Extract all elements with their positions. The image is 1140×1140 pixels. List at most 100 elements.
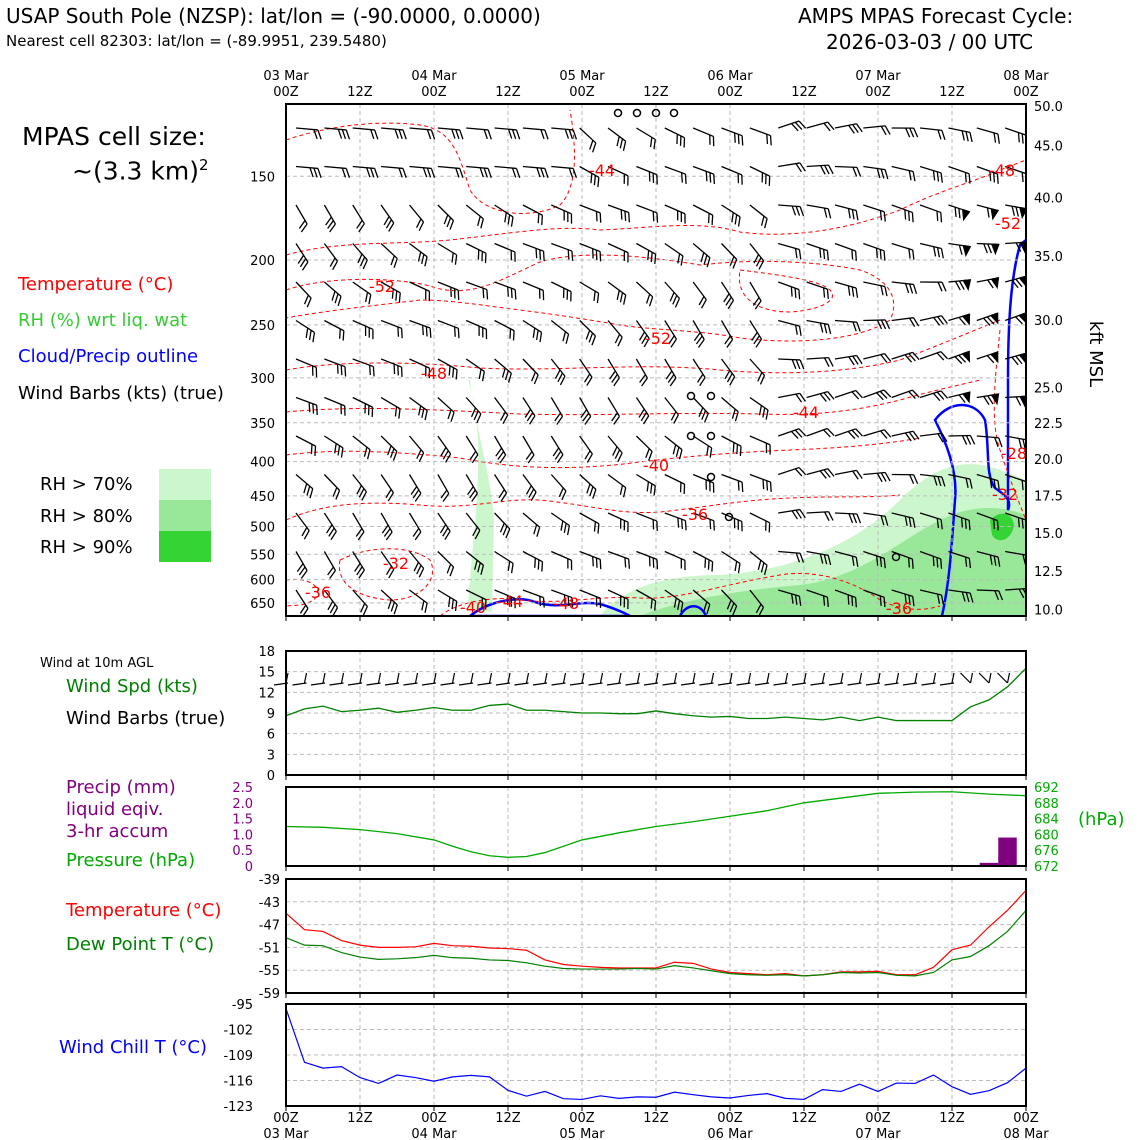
wind-barb-104-feather bbox=[306, 297, 312, 308]
wind-barb-90-feather bbox=[654, 254, 657, 265]
wind-barb-321-feather bbox=[567, 596, 570, 607]
top-date-10: 08 Mar bbox=[1003, 69, 1049, 84]
wind-barb-130-feather bbox=[308, 330, 312, 341]
wind-barb-336 bbox=[976, 589, 1004, 601]
wind-barb-60-feather bbox=[537, 213, 540, 224]
wind-barb-98 bbox=[863, 242, 886, 261]
wind-barb-225-feather bbox=[794, 429, 803, 438]
wind-barb-79 bbox=[323, 243, 339, 271]
ytick-temp-3: -51 bbox=[259, 941, 280, 956]
wind-barb-200-feather bbox=[827, 391, 835, 400]
wind-barb-211-feather bbox=[389, 448, 395, 459]
wind-barb-227-feather bbox=[851, 429, 860, 438]
wind-barb-94 bbox=[749, 243, 765, 270]
wind10m-barb-feather-16 bbox=[581, 672, 585, 684]
wind-barb-143-feather bbox=[668, 335, 675, 345]
wind-barb-264-feather bbox=[414, 531, 422, 541]
wind-barb-219 bbox=[607, 435, 623, 462]
wind-barb-155-feather bbox=[1015, 316, 1023, 325]
wind-barb-17-feather bbox=[791, 123, 799, 132]
top-date-6: 06 Mar bbox=[707, 69, 753, 84]
wind-barb-55-feather bbox=[385, 219, 393, 229]
wind-barb-51-feather bbox=[1021, 172, 1024, 183]
ytick-kft-9: 15.0 bbox=[1034, 527, 1063, 542]
windchill-label: Wind Chill T (°C) bbox=[59, 1037, 207, 1058]
ytick-pressure-4: 688 bbox=[1034, 797, 1059, 812]
ytick-hpa-9: 600 bbox=[250, 574, 275, 589]
wind-barb-245 bbox=[607, 473, 627, 498]
wind-barb-275-feather bbox=[741, 521, 743, 532]
wind10m-barb-feather-32 bbox=[877, 672, 881, 684]
wind-barb-275 bbox=[721, 512, 743, 532]
wind-barb-246-feather bbox=[646, 481, 650, 492]
wind-barb-74-feather bbox=[940, 212, 943, 223]
wind-barb-265-feather bbox=[444, 530, 451, 540]
wind-barb-314-feather bbox=[360, 603, 366, 613]
wind-barb-215-feather bbox=[497, 451, 505, 460]
wind-barb-274 bbox=[692, 512, 716, 531]
wind-barb-191-feather bbox=[554, 412, 562, 422]
wind-barb-273 bbox=[664, 512, 687, 531]
wind-barb-193 bbox=[607, 397, 620, 425]
wind-barb-165-feather bbox=[559, 375, 566, 386]
wind-barb-124 bbox=[863, 281, 888, 297]
wind-barb-105 bbox=[323, 281, 342, 306]
wind10m-barb-26 bbox=[754, 682, 770, 686]
wind-barb-333-feather bbox=[908, 595, 911, 606]
wind-barb-114-feather bbox=[596, 293, 600, 304]
wind-barb-38-feather bbox=[656, 174, 658, 185]
wind-barb-234 bbox=[295, 474, 314, 499]
wind10m-barb-feather-13 bbox=[525, 672, 530, 684]
ytick-kft-7: 20.0 bbox=[1034, 453, 1063, 468]
wind-barb-87-feather bbox=[571, 251, 574, 261]
ytick-kft-3: 35.0 bbox=[1034, 250, 1063, 265]
wind-barb-56-feather bbox=[416, 218, 422, 228]
wind-barb-236-feather bbox=[361, 491, 367, 501]
wind-barb-286-feather bbox=[298, 566, 306, 576]
wind-barb-290-feather bbox=[418, 568, 425, 578]
wind-barb-294 bbox=[522, 550, 544, 572]
wind-barb-251-feather bbox=[794, 468, 803, 477]
top-hour-10: 00Z bbox=[1013, 85, 1039, 100]
wind-barb-62-feather bbox=[599, 212, 602, 223]
wind-barb-80-feather bbox=[362, 259, 368, 270]
wind-barb-102-feather bbox=[987, 243, 992, 254]
wind-barb-323-feather bbox=[623, 597, 626, 608]
wind10m-barb-feather-21 bbox=[673, 672, 678, 684]
wind-barb-258 bbox=[976, 473, 1000, 491]
wind-barb-32-feather bbox=[483, 167, 488, 178]
wind-barb-118-feather bbox=[698, 296, 705, 306]
ytick-wind-5: 15 bbox=[258, 666, 275, 681]
cell-size-label: MPAS cell size: bbox=[22, 122, 206, 151]
wind-barb-273-feather bbox=[677, 517, 680, 528]
wind-barb-178 bbox=[919, 351, 949, 361]
cross-section-fields bbox=[286, 109, 1026, 616]
wind-barb-285 bbox=[1004, 512, 1026, 530]
wind-barb-165-feather bbox=[554, 369, 561, 379]
wind-barb-236-feather bbox=[356, 485, 363, 495]
wind-barb-5-feather bbox=[459, 129, 464, 140]
wind10m-barb-feather-36 bbox=[951, 672, 955, 684]
wind-barb-274-feather bbox=[709, 519, 712, 530]
wind-barb-134-feather bbox=[429, 327, 432, 338]
wind-barb-88-feather bbox=[592, 248, 594, 259]
wind-barb-318-feather bbox=[484, 599, 487, 610]
wind-barb-324-feather bbox=[654, 600, 657, 611]
wind-barb-182-feather bbox=[308, 402, 311, 413]
wind-barb-185-feather bbox=[398, 408, 401, 419]
wind-barb-95-feather bbox=[798, 249, 802, 260]
wind-barb-117 bbox=[664, 281, 681, 308]
contour-48b bbox=[286, 319, 1001, 374]
wind-barb-63 bbox=[607, 204, 631, 223]
wind-barb-131 bbox=[324, 319, 345, 341]
wind-barb-1-feather bbox=[345, 129, 351, 140]
wind-barb-241-feather bbox=[500, 492, 508, 502]
wind-barb-295-feather bbox=[570, 560, 573, 571]
wind-barb-276-feather bbox=[765, 520, 767, 531]
wind-barb-206-feather bbox=[987, 395, 994, 405]
precip-bar-0 bbox=[979, 862, 999, 866]
wind-barb-315 bbox=[380, 589, 398, 615]
wind-barb-88-feather bbox=[595, 250, 598, 260]
wind-barb-0 bbox=[295, 127, 322, 140]
wind-barb-288-feather bbox=[354, 563, 361, 572]
